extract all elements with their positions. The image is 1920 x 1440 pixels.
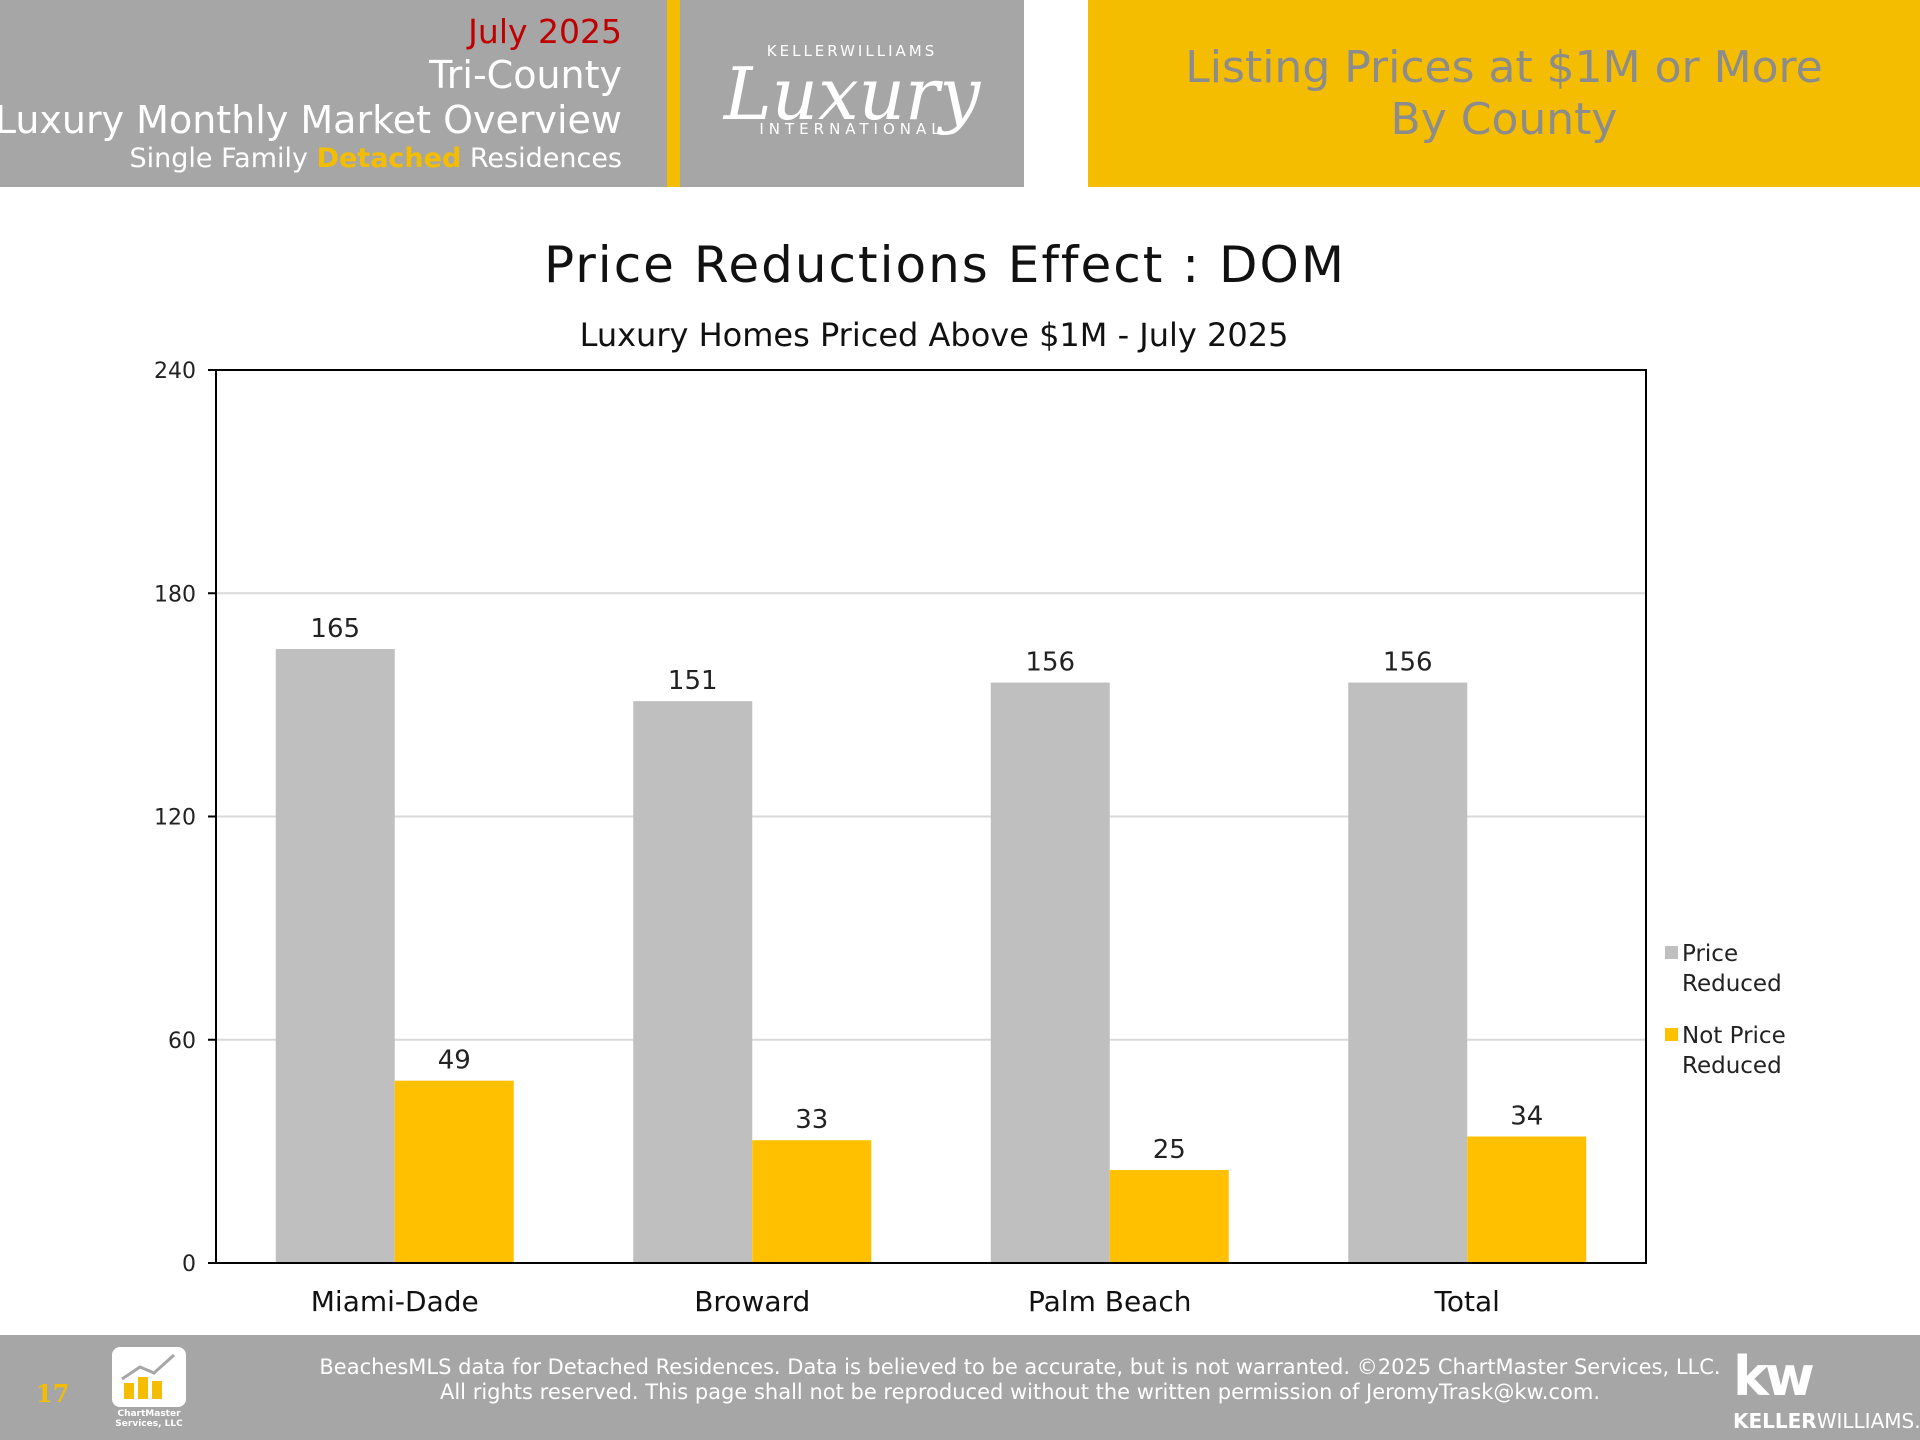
bar-price-reduced: [990, 682, 1110, 1263]
segment-prefix: Single Family: [129, 143, 317, 174]
bar-price-reduced: [275, 649, 395, 1263]
x-tick-label: Miami-Dade: [311, 1285, 479, 1318]
section-title-line1: Listing Prices at $1M or More: [1185, 41, 1823, 93]
section-title-line2: By County: [1390, 93, 1618, 145]
bar-not-price-reduced: [1467, 1136, 1587, 1263]
header-right-panel: Listing Prices at $1M or More By County: [1088, 0, 1920, 187]
kw-name-bold: KELLER: [1733, 1409, 1817, 1433]
kw-logo-name: KELLERWILLIAMS.: [1733, 1409, 1920, 1433]
report-title: Luxury Monthly Market Overview: [0, 98, 622, 142]
data-label: 165: [310, 614, 360, 644]
logo-script-text: Luxury: [723, 52, 981, 136]
header-left-panel: July 2025 Tri-County Luxury Monthly Mark…: [0, 0, 667, 187]
kw-luxury-logo: KELLERWILLIAMS Luxury INTERNATIONAL: [680, 0, 1024, 187]
data-label: 34: [1510, 1101, 1543, 1131]
bar-not-price-reduced: [394, 1080, 514, 1263]
logo-bottom-text: INTERNATIONAL: [759, 120, 945, 138]
chart-title: Price Reductions Effect : DOM: [543, 236, 1347, 294]
footer-bar: 17 ChartMaster Services, LLC BeachesMLS …: [0, 1335, 1920, 1440]
x-tick-label: Palm Beach: [1028, 1285, 1191, 1318]
bar-price-reduced: [1348, 682, 1468, 1263]
bar-not-price-reduced: [1109, 1169, 1229, 1263]
bar-price-reduced: [633, 701, 753, 1263]
report-region: Tri-County: [429, 53, 622, 97]
chartmaster-logo-text: ChartMaster Services, LLC: [115, 1409, 183, 1429]
report-month: July 2025: [468, 12, 622, 51]
data-label: 49: [438, 1046, 471, 1076]
segment-suffix: Residences: [461, 143, 622, 174]
kw-name-rest: WILLIAMS.: [1816, 1409, 1920, 1433]
page-number: 17: [36, 1379, 70, 1408]
y-tick-label: 240: [154, 359, 196, 384]
legend-label: Price: [1682, 941, 1738, 967]
report-segment: Single Family Detached Residences: [130, 143, 622, 174]
data-label: 156: [1025, 648, 1075, 678]
data-label: 25: [1153, 1135, 1186, 1165]
bar-not-price-reduced: [752, 1140, 872, 1263]
logo-top-text: KELLERWILLIAMS: [766, 42, 938, 60]
y-tick-label: 60: [168, 1029, 196, 1054]
chartmaster-chart-icon: [121, 1353, 176, 1399]
y-tick-label: 120: [154, 806, 196, 831]
data-label: 151: [668, 666, 718, 696]
y-tick-label: 180: [154, 582, 196, 607]
legend-swatch: [1665, 1028, 1678, 1041]
legend-label: Reduced: [1682, 971, 1782, 997]
y-tick-label: 0: [182, 1252, 196, 1277]
chartmaster-logo: [112, 1347, 186, 1407]
x-tick-label: Total: [1434, 1285, 1500, 1318]
x-tick-label: Broward: [694, 1285, 810, 1318]
legend-label: Not Price: [1682, 1023, 1786, 1049]
legend-label: Reduced: [1682, 1053, 1782, 1079]
chart-subtitle: Luxury Homes Priced Above $1M - July 202…: [579, 316, 1289, 354]
footer-disclaimer-line2: All rights reserved. This page shall not…: [439, 1380, 1601, 1404]
segment-highlight: Detached: [316, 143, 462, 174]
footer-disclaimer-line1: BeachesMLS data for Detached Residences.…: [319, 1355, 1721, 1379]
kw-logo-mark: kw: [1733, 1345, 1815, 1408]
data-label: 33: [795, 1105, 828, 1135]
header-gold-stripe: [667, 0, 680, 187]
data-label: 156: [1383, 648, 1433, 678]
legend-swatch: [1665, 946, 1678, 959]
bar-chart: 0 60 120 180 240 165 49 Miami-Dade 151 33 Broward 1…: [154, 359, 1786, 1318]
plot-area-border: [215, 369, 1647, 1264]
